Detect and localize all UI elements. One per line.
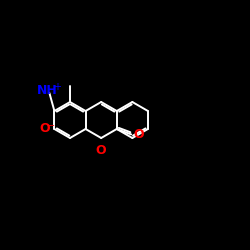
Text: O: O (39, 122, 50, 136)
Text: NH: NH (36, 84, 57, 97)
Text: −: − (47, 121, 55, 131)
Text: O: O (96, 144, 106, 157)
Text: O: O (134, 128, 144, 141)
Text: +: + (53, 82, 61, 92)
